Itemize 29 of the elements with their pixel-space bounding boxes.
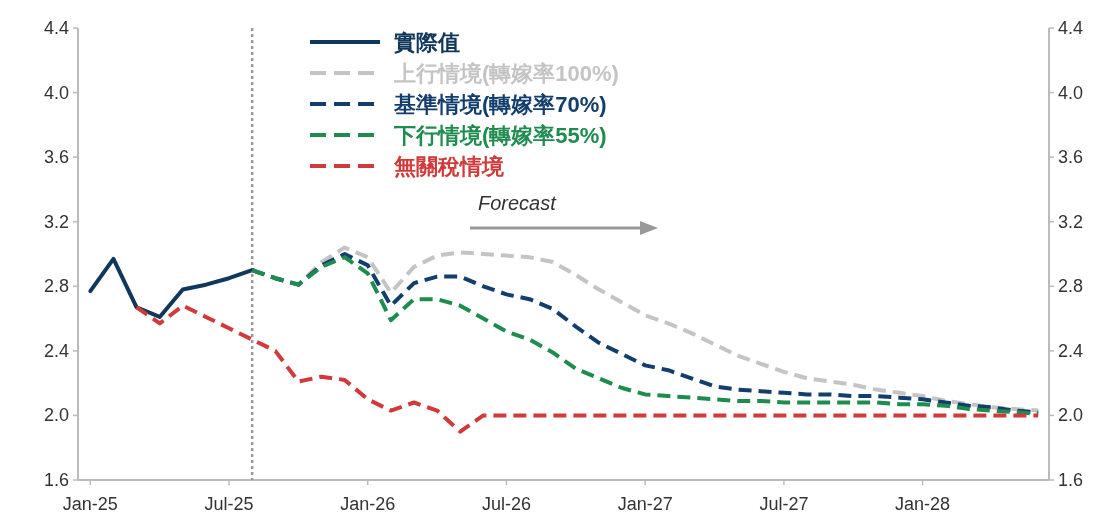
x-tick-label: Jan-25 xyxy=(62,494,118,514)
y-tick-label: 2.4 xyxy=(43,340,69,361)
y2-tick-label: 1.6 xyxy=(1058,470,1084,490)
y2-tick-label: 2.4 xyxy=(1058,340,1084,361)
annotation: Forecast xyxy=(478,192,558,214)
y-tick-label: 1.6 xyxy=(43,470,69,490)
y-tick-label: 4.4 xyxy=(43,18,69,38)
y2-tick-label: 4.0 xyxy=(1058,82,1084,103)
legend-label: 上行情境(轉嫁率100%) xyxy=(393,61,619,86)
y2-tick-label: 2.0 xyxy=(1058,405,1084,426)
x-tick-label: Jan-28 xyxy=(895,494,951,514)
y2-tick-label: 3.2 xyxy=(1058,211,1084,232)
x-tick-label: Jan-26 xyxy=(340,494,396,514)
y-tick-label: 2.8 xyxy=(43,276,69,297)
y2-tick-label: 3.6 xyxy=(1058,147,1084,168)
x-tick-label: Jul-25 xyxy=(204,494,254,514)
legend-label: 無關稅情境 xyxy=(393,154,504,179)
y-tick-label: 4.0 xyxy=(43,82,69,103)
y-tick-label: 2.0 xyxy=(43,405,69,426)
legend-label: 下行情境(轉嫁率55%) xyxy=(393,123,607,148)
y-tick-label: 3.2 xyxy=(43,211,69,232)
x-tick-label: Jul-27 xyxy=(759,494,809,514)
legend-label: 基準情境(轉嫁率70%) xyxy=(393,92,607,117)
x-tick-label: Jan-27 xyxy=(617,494,673,514)
legend-label: 實際值 xyxy=(394,30,460,55)
y-tick-label: 3.6 xyxy=(43,147,69,168)
x-tick-label: Jul-26 xyxy=(481,494,531,514)
y2-tick-label: 2.8 xyxy=(1058,276,1084,297)
y2-tick-label: 4.4 xyxy=(1058,18,1084,38)
